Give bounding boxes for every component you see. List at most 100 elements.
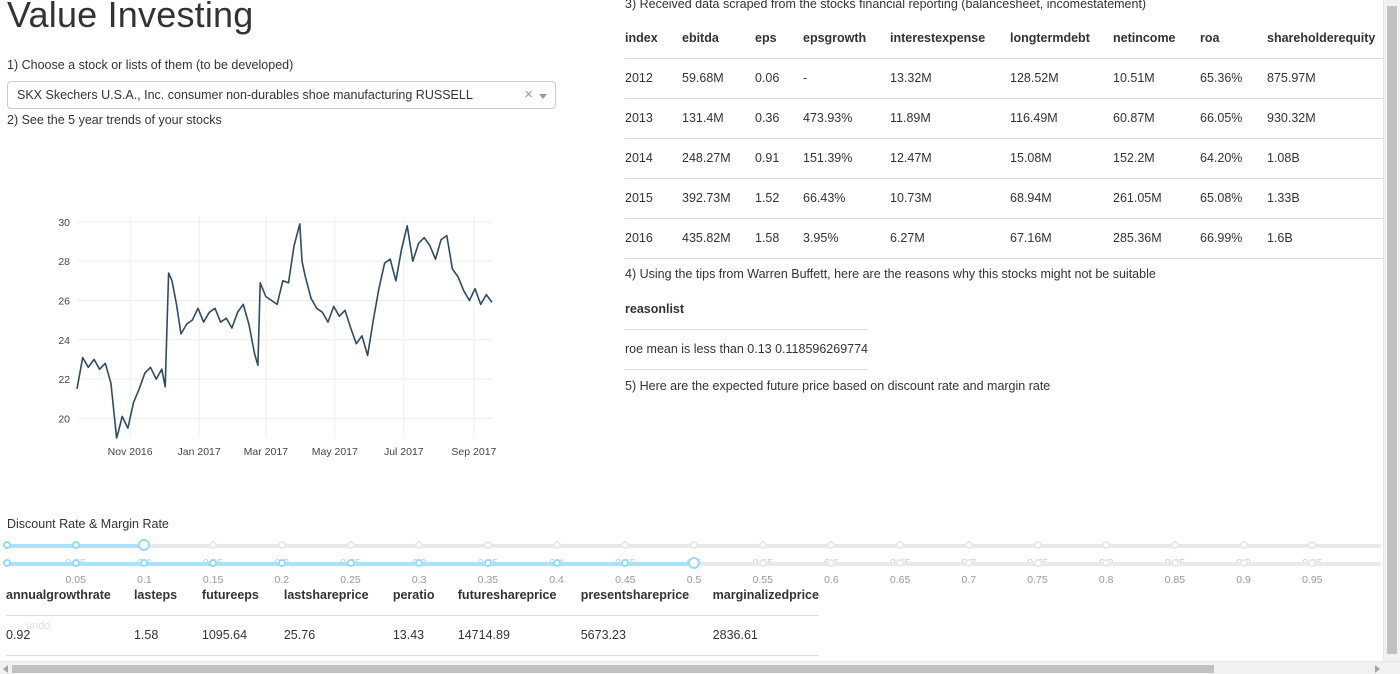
- table-cell: 2016: [625, 218, 682, 259]
- slider-step-dot[interactable]: [3, 541, 11, 549]
- undo-button[interactable]: undo: [26, 620, 51, 632]
- slider-step-dot[interactable]: [277, 541, 286, 549]
- step4-label: 4) Using the tips from Warren Buffett, h…: [625, 267, 1156, 281]
- slider-step-dot[interactable]: [346, 559, 355, 567]
- page-title: Value Investing: [7, 0, 254, 35]
- chevron-down-icon[interactable]: [539, 94, 547, 99]
- table-cell: 261.05M: [1113, 178, 1200, 219]
- slider-mark-label: 0.6: [824, 574, 839, 586]
- table-cell: 66.43%: [803, 178, 890, 219]
- table-cell: 60.87M: [1113, 98, 1200, 139]
- slider-handle[interactable]: [138, 539, 151, 551]
- results-table: annualgrowthrate lasteps futureeps lastshar…: [6, 575, 819, 656]
- x-tick-label: Mar 2017: [244, 446, 289, 458]
- y-tick-label: 28: [58, 256, 70, 268]
- column-header-futureshareprice: futureshareprice: [457, 575, 581, 616]
- slider-step-dot[interactable]: [1170, 559, 1179, 567]
- horizontal-scrollbar[interactable]: [0, 661, 1400, 674]
- slider-step-dot[interactable]: [209, 559, 218, 567]
- result-cell-lasteps: 1.58: [133, 615, 202, 656]
- table-cell: 3.95%: [803, 218, 890, 259]
- table-cell: 10.73M: [890, 178, 1010, 219]
- column-header-ebitda: ebitda: [682, 18, 755, 59]
- slider-section-label: Discount Rate & Margin Rate: [7, 517, 169, 531]
- scroll-right-icon[interactable]: [1375, 665, 1380, 673]
- table-cell: 6.27M: [890, 218, 1010, 259]
- table-cell: 1.08B: [1267, 138, 1389, 179]
- result-cell-futureeps: 1095.64: [201, 615, 284, 656]
- slider-step-dot[interactable]: [964, 559, 973, 567]
- table-cell: 59.68M: [682, 58, 755, 99]
- y-tick-label: 22: [58, 374, 70, 386]
- slider-step-dot[interactable]: [621, 559, 630, 567]
- table-cell: 1.58: [755, 218, 803, 259]
- slider-step-dot[interactable]: [1102, 559, 1111, 567]
- column-header-longtermdebt: longtermdebt: [1010, 18, 1113, 59]
- table-cell: 11.89M: [890, 98, 1010, 139]
- price-series-line: [76, 223, 493, 439]
- discount-rate-slider[interactable]: [3, 539, 1381, 551]
- slider-step-dot[interactable]: [277, 559, 286, 567]
- slider-step-dot[interactable]: [1170, 541, 1179, 549]
- step2-label: 2) See the 5 year trends of your stocks: [7, 113, 222, 127]
- slider-step-dot[interactable]: [71, 559, 80, 567]
- slider-step-dot[interactable]: [415, 559, 424, 567]
- slider-step-dot[interactable]: [71, 541, 80, 549]
- vertical-scrollbar-thumb[interactable]: [1387, 6, 1397, 654]
- result-cell-lastshareprice: 25.76: [283, 615, 393, 656]
- slider-step-dot[interactable]: [483, 541, 492, 549]
- result-cell-peratio: 13.43: [392, 615, 458, 656]
- slider-step-dot[interactable]: [209, 541, 218, 549]
- vertical-scrollbar[interactable]: [1383, 0, 1400, 674]
- slider-step-dot[interactable]: [1239, 541, 1248, 549]
- slider-step-dot[interactable]: [827, 541, 836, 549]
- slider-step-dot[interactable]: [1239, 559, 1248, 567]
- slider-step-dot[interactable]: [552, 559, 561, 567]
- slider-mark-label: 0.8: [1098, 574, 1114, 586]
- column-header-eps: eps: [755, 18, 803, 59]
- table-cell: 131.4M: [682, 98, 755, 139]
- slider-step-dot[interactable]: [346, 541, 355, 549]
- stock-price-chart[interactable]: 20 22 24 26 28 30 Nov 2016 Jan 2017 Mar 2017 May …: [40, 210, 510, 470]
- table-row: 2013 131.4M 0.36 473.93% 11.89M 116.49M 60.87M…: [625, 98, 1389, 139]
- slider-step-dot[interactable]: [140, 559, 149, 567]
- slider-step-dot[interactable]: [415, 541, 424, 549]
- scroll-left-icon[interactable]: [3, 665, 8, 673]
- table-cell: 128.52M: [1010, 58, 1113, 99]
- table-cell: 1.33B: [1267, 178, 1389, 219]
- slider-step-dot[interactable]: [758, 559, 767, 567]
- slider-step-dot[interactable]: [1033, 541, 1042, 549]
- step3-label: 3) Received data scraped from the stocks…: [625, 0, 1147, 11]
- column-header-interestexpense: interestexpense: [890, 18, 1010, 59]
- step5-label: 5) Here are the expected future price ba…: [625, 379, 1051, 393]
- slider-step-dot[interactable]: [3, 559, 11, 567]
- horizontal-scrollbar-thumb[interactable]: [12, 665, 1214, 673]
- financials-table: index ebitda eps epsgrowth interestexpense lo…: [625, 18, 1389, 259]
- margin-rate-slider[interactable]: [3, 557, 1381, 569]
- slider-mark-label: 0.9: [1236, 574, 1251, 586]
- slider-step-dot[interactable]: [1102, 541, 1111, 549]
- stock-dropdown[interactable]: SKX Skechers U.S.A., Inc. consumer non-d…: [7, 81, 556, 109]
- slider-step-dot[interactable]: [964, 541, 973, 549]
- slider-step-dot[interactable]: [827, 559, 836, 567]
- table-row: 2015 392.73M 1.52 66.43% 10.73M 68.94M 261.05M…: [625, 178, 1389, 219]
- table-cell: 116.49M: [1010, 98, 1113, 139]
- slider-step-dot[interactable]: [1308, 541, 1317, 549]
- slider-step-dot[interactable]: [483, 559, 492, 567]
- table-cell: 68.94M: [1010, 178, 1113, 219]
- slider-step-dot[interactable]: [621, 541, 630, 549]
- slider-step-dot[interactable]: [1033, 559, 1042, 567]
- column-header-futureeps: futureeps: [201, 575, 284, 616]
- table-cell: 66.99%: [1200, 218, 1267, 259]
- column-header-shareholderequity: shareholderequity: [1267, 18, 1389, 59]
- clear-icon[interactable]: ×: [524, 86, 533, 103]
- column-header-peratio: peratio: [392, 575, 458, 616]
- slider-step-dot[interactable]: [896, 559, 905, 567]
- slider-step-dot[interactable]: [1308, 559, 1317, 567]
- column-header-netincome: netincome: [1113, 18, 1200, 59]
- slider-handle[interactable]: [688, 557, 700, 569]
- slider-step-dot[interactable]: [896, 541, 905, 549]
- slider-step-dot[interactable]: [758, 541, 767, 549]
- slider-step-dot[interactable]: [552, 541, 561, 549]
- slider-step-dot[interactable]: [690, 541, 698, 549]
